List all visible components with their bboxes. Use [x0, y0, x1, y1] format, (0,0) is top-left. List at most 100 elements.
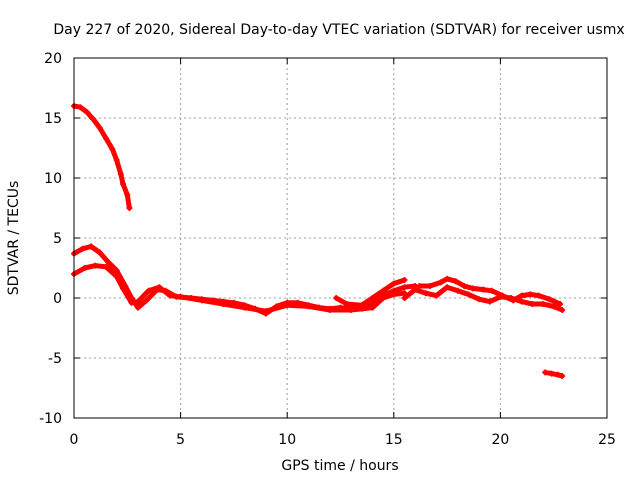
series-line: [71, 103, 132, 211]
data-point: [109, 146, 116, 153]
data-point: [333, 295, 340, 301]
data-point: [486, 298, 493, 305]
data-point: [284, 302, 291, 309]
data-point: [444, 275, 451, 282]
data-point: [120, 285, 127, 292]
data-point: [476, 296, 483, 303]
data-point: [92, 262, 99, 269]
series-track-f: [416, 275, 564, 307]
data-point: [326, 307, 333, 313]
data-point: [143, 297, 150, 304]
data-point: [113, 157, 120, 163]
series-track-c: [71, 262, 408, 315]
data-point: [120, 181, 127, 187]
data-point: [499, 292, 506, 299]
chart-title: Day 227 of 2020, Sidereal Day-to-day VTE…: [53, 22, 624, 38]
series-descending-track-a: [71, 103, 133, 211]
data-point: [79, 245, 86, 252]
data-point: [198, 297, 205, 304]
series-line: [416, 276, 563, 307]
data-point: [145, 287, 152, 294]
data-point: [241, 304, 248, 311]
data-point: [461, 283, 468, 289]
series-line: [402, 284, 565, 313]
x-axis-label: GPS time / hours: [281, 458, 398, 474]
data-point: [96, 249, 103, 256]
x-tick-label: 0: [70, 432, 79, 448]
series-isolated-segment: [542, 369, 566, 379]
data-point: [437, 279, 444, 286]
data-point: [416, 283, 423, 289]
data-point: [412, 286, 419, 293]
y-tick-label: 15: [44, 111, 62, 127]
data-point: [452, 278, 459, 285]
grid-lines: [74, 58, 607, 418]
data-point: [96, 124, 103, 131]
data-point: [102, 263, 109, 270]
data-point: [401, 277, 408, 283]
series-line: [71, 263, 407, 314]
data-point: [540, 301, 547, 307]
data-point: [380, 295, 387, 301]
data-point: [518, 298, 525, 305]
x-tick-label: 10: [278, 432, 296, 448]
data-point: [542, 369, 549, 376]
data-point: [427, 283, 434, 289]
plot-frame: [73, 57, 608, 419]
data-point: [77, 104, 84, 111]
y-tick-label: 20: [44, 51, 62, 67]
data-point: [134, 304, 141, 311]
data-point: [548, 370, 555, 377]
data-point: [401, 295, 408, 301]
data-point: [510, 297, 517, 304]
data-point: [557, 301, 564, 307]
series-track-d: [333, 277, 408, 309]
data-point: [343, 301, 350, 307]
data-point: [465, 291, 472, 298]
data-point: [220, 301, 227, 307]
y-axis-label: SDTVAR / TECUs: [6, 181, 22, 296]
data-point: [305, 303, 312, 310]
data-point: [480, 286, 487, 293]
data-point: [518, 292, 525, 299]
data-point: [88, 243, 95, 250]
y-tick-label: -10: [39, 411, 62, 427]
data-point: [262, 308, 269, 315]
data-point: [488, 287, 495, 294]
data-point: [469, 285, 476, 292]
data-point: [124, 191, 131, 198]
data-point: [401, 284, 408, 291]
data-point: [369, 295, 376, 301]
data-point: [134, 298, 141, 305]
data-point: [348, 307, 355, 313]
data-point: [177, 293, 184, 300]
data-point: [529, 301, 536, 307]
data-point: [554, 371, 561, 378]
data-point: [166, 292, 173, 299]
data-point: [369, 304, 376, 311]
data-point: [444, 284, 451, 291]
data-point: [390, 280, 397, 287]
data-point: [390, 291, 397, 298]
data-point: [380, 287, 387, 294]
x-tick-label: 15: [385, 432, 403, 448]
x-tick-label: 20: [491, 432, 509, 448]
plot-points: [71, 103, 566, 379]
data-point: [559, 373, 566, 379]
data-point: [105, 259, 112, 265]
data-point: [90, 116, 97, 123]
data-point: [358, 302, 365, 309]
data-point: [113, 273, 120, 280]
data-point: [550, 303, 557, 310]
data-point: [454, 287, 461, 294]
data-point: [559, 307, 566, 313]
data-point: [535, 292, 542, 299]
y-tick-label: 5: [53, 231, 62, 247]
data-point: [527, 291, 534, 298]
data-point: [546, 296, 553, 303]
data-point: [81, 265, 88, 271]
data-point: [117, 171, 124, 178]
y-tick-label: 0: [53, 291, 62, 307]
data-point: [113, 267, 120, 274]
